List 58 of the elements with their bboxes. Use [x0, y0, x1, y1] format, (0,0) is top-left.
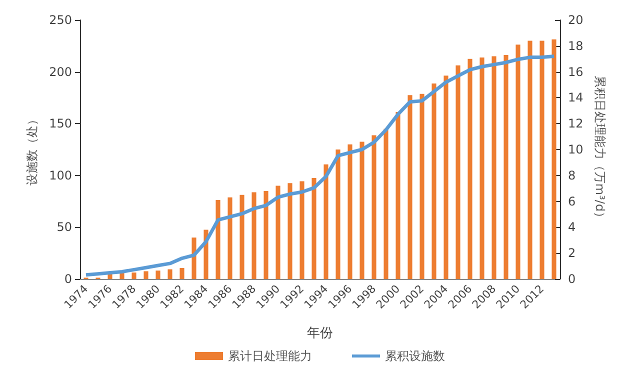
bar [324, 164, 328, 279]
bar [156, 270, 160, 279]
y2-tick-label: 14 [568, 90, 584, 105]
x-axis-title: 年份 [307, 326, 333, 341]
bar [396, 112, 400, 279]
y2-axis-title: 累积日处理能力（万m³/d） [593, 75, 608, 224]
bar [144, 271, 148, 279]
y2-tick-label: 4 [568, 220, 576, 234]
y-tick-label: 250 [49, 13, 72, 27]
y2-tick-label: 8 [568, 168, 576, 182]
y-axis-title: 设施数（处） [25, 114, 40, 186]
bar [252, 192, 256, 279]
bar [528, 40, 532, 279]
bar [132, 272, 136, 279]
bar [444, 76, 448, 279]
bar [240, 194, 244, 279]
bar [336, 150, 340, 279]
y2-tick-label: 0 [568, 272, 576, 286]
legend-label: 累计日处理能力 [228, 349, 312, 363]
bar [300, 181, 304, 279]
legend-label: 累积设施数 [385, 349, 445, 363]
bar [408, 95, 412, 279]
y-tick-label: 150 [49, 116, 72, 131]
bar [168, 269, 172, 279]
bar [492, 56, 496, 279]
bar [372, 135, 376, 279]
bar [504, 54, 508, 279]
bar [456, 65, 460, 279]
y2-tick-label: 12 [568, 116, 584, 131]
y-tick-label: 200 [49, 64, 72, 79]
line-series [84, 54, 556, 277]
y-tick-label: 100 [49, 168, 72, 182]
y-tick-label: 50 [56, 220, 72, 234]
y2-tick-label: 2 [568, 246, 576, 260]
bar [516, 44, 520, 279]
bar [480, 58, 484, 279]
y-tick-label: 0 [64, 272, 72, 286]
bar [216, 200, 220, 279]
bar [312, 178, 316, 279]
bar [288, 183, 292, 279]
bar [432, 83, 436, 279]
bar [468, 58, 472, 279]
bar [384, 128, 388, 279]
y2-tick-label: 6 [568, 194, 576, 208]
bar [348, 144, 352, 279]
bar [276, 186, 280, 279]
y2-tick-label: 10 [568, 142, 584, 156]
bar [360, 142, 364, 279]
y2-tick-label: 20 [568, 13, 584, 27]
y2-tick-label: 16 [568, 64, 584, 79]
bar [264, 190, 268, 279]
bar [180, 268, 184, 279]
y2-tick-label: 18 [568, 38, 584, 53]
bar [228, 197, 232, 279]
bar [420, 94, 424, 279]
bar [552, 39, 556, 279]
bar [108, 274, 112, 279]
bar [540, 40, 544, 279]
